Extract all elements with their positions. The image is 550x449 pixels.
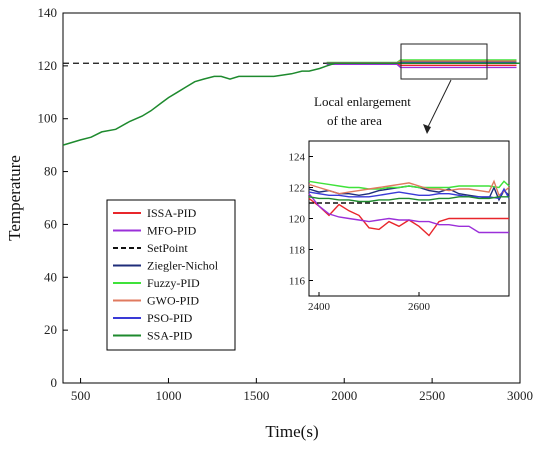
legend-label-setpoint: SetPoint	[147, 241, 188, 255]
x-tick-label: 2500	[419, 388, 445, 403]
inset-series-ssa-pid	[308, 196, 509, 203]
inset-y-tick-label: 122	[289, 183, 306, 195]
legend-label-ssa-pid: SSA-PID	[147, 329, 193, 343]
inset-x-tick-label: 2600	[408, 301, 431, 313]
x-tick-label: 3000	[507, 388, 533, 403]
legend-label-mfo-pid: MFO-PID	[147, 224, 197, 238]
x-tick-label: 1000	[155, 388, 181, 403]
x-tick-label: 2000	[331, 388, 357, 403]
inset-y-tick-label: 118	[289, 245, 306, 257]
y-tick-label: 120	[38, 58, 58, 73]
y-tick-label: 60	[44, 216, 57, 231]
annotation-line-2: of the area	[327, 113, 382, 128]
y-tick-label: 80	[44, 164, 57, 179]
x-axis-title: Time(s)	[265, 422, 318, 441]
inset-series-fuzzy-pid	[308, 180, 510, 190]
y-tick-label: 140	[38, 5, 58, 20]
inset-series-gwo-pid	[308, 179, 510, 197]
inset-y-tick-label: 116	[289, 276, 306, 288]
y-tick-label: 0	[51, 375, 58, 390]
x-tick-label: 500	[71, 388, 91, 403]
legend-label-pso-pid: PSO-PID	[147, 311, 193, 325]
legend: ISSA-PID MFO-PID SetPoint Ziegler-Nichol Fuz…	[113, 206, 219, 343]
y-axis-title: Temperature	[5, 155, 24, 241]
zoom-region-box	[400, 43, 488, 80]
legend-label-issa-pid: ISSA-PID	[147, 206, 197, 220]
inset-series-mfo-pid	[308, 193, 509, 234]
zoom-arrow-head	[423, 124, 431, 134]
annotation-line-1: Local enlargement	[314, 94, 411, 109]
y-tick-label: 100	[38, 111, 58, 126]
inset-ticks: 2400 2600 116 118 120 122 124	[289, 152, 431, 314]
zoom-arrow	[426, 79, 452, 130]
inset-y-tick-label: 120	[289, 214, 306, 226]
main-ticks: 500 1000 1500 2000 2500 3000 0 20 40 60 80 100 120 14…	[38, 5, 534, 403]
legend-label-fuzzy-pid: Fuzzy-PID	[147, 276, 200, 290]
legend-label-gwo-pid: GWO-PID	[147, 294, 199, 308]
main-plot-area	[62, 59, 520, 146]
inset-y-tick-label: 124	[289, 152, 306, 164]
inset-x-tick-label: 2400	[308, 301, 331, 313]
inset-plot-area	[308, 179, 510, 237]
x-tick-label: 1500	[243, 388, 269, 403]
main-response-curve	[62, 62, 520, 146]
y-tick-label: 20	[44, 322, 57, 337]
main-series-mfo-pid	[326, 63, 517, 69]
inset-series-pso-pid	[308, 187, 510, 200]
legend-label-ziegler-nichol: Ziegler-Nichol	[147, 259, 219, 273]
y-tick-label: 40	[44, 269, 57, 284]
main-plot-frame	[62, 12, 521, 384]
legend-box	[106, 199, 236, 351]
